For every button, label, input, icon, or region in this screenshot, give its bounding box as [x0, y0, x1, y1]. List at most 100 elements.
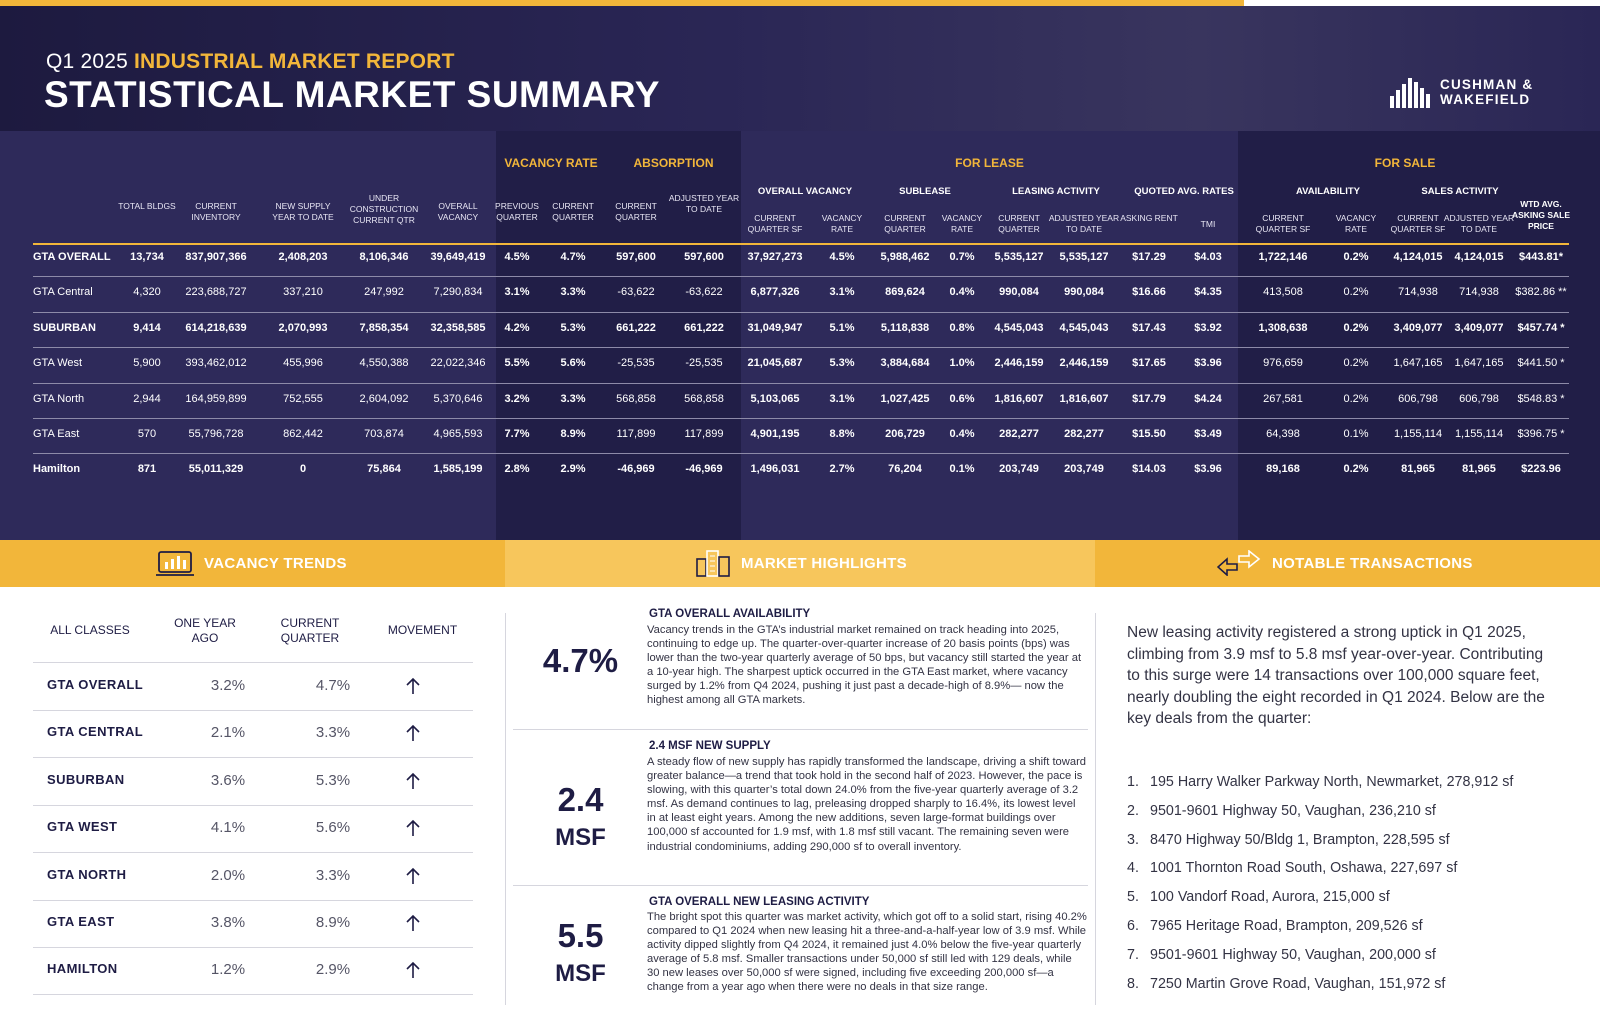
report-header: Q1 2025 INDUSTRIAL MARKET REPORT STATIST… [0, 6, 1600, 131]
column-header: ADJUSTED YEAR TO DATE [1048, 213, 1120, 234]
column-header: OVERALL VACANCY [437, 201, 479, 222]
row-divider [33, 347, 1569, 349]
column-band [1238, 131, 1600, 540]
table-cell: 2,604,092 [359, 392, 409, 405]
table-cell: 164,959,899 [185, 392, 247, 405]
table-cell: 4,124,015 [1454, 251, 1504, 263]
movement-header: MOVEMENT [387, 623, 458, 637]
table-cell: 703,874 [364, 428, 404, 440]
table-cell: $382.86 ** [1515, 286, 1567, 299]
transaction-number: 1. [1127, 774, 1139, 790]
group-header-vacancy-rate: VACANCY RATE [504, 156, 598, 170]
highlight-figure: 5.5 [557, 917, 604, 954]
top-accent-line [0, 0, 1244, 6]
column-header: PREVIOUS QUARTER [495, 201, 539, 222]
cushman-wakefield-logo: CUSHMAN & WAKEFIELD [1390, 72, 1560, 112]
table-cell: 31,049,947 [747, 321, 803, 334]
table-cell: 0.8% [949, 321, 975, 334]
transactions-intro: New leasing activity registered a strong… [1127, 624, 1545, 727]
table-cell: 55,011,329 [188, 463, 244, 476]
highlight-title: GTA OVERALL AVAILABILITY [649, 608, 811, 620]
table-cell: 0.1% [949, 463, 975, 476]
row-label-gta-west: GTA West [33, 357, 83, 370]
table-cell: $4.03 [1194, 251, 1222, 263]
subgroup-leasing-activity: LEASING ACTIVITY [1012, 186, 1100, 197]
table-cell: 990,084 [999, 286, 1039, 299]
table-cell: 1,647,165 [1393, 357, 1443, 370]
vt-market-name: GTA CENTRAL [47, 724, 144, 740]
notable-transactions-title: NOTABLE TRANSACTIONS [1272, 555, 1473, 572]
table-cell: 5,535,127 [994, 251, 1044, 263]
table-cell: $3.49 [1194, 428, 1222, 440]
row-label-gta-overall: GTA OVERALL [33, 251, 111, 263]
table-cell: 871 [137, 463, 157, 476]
table-cell: -63,622 [685, 286, 723, 299]
table-cell: 0.6% [949, 392, 975, 405]
transaction-text: 1001 Thornton Road South, Oshawa, 227,69… [1150, 860, 1458, 877]
table-cell: $15.50 [1132, 428, 1166, 440]
transaction-item: 6. 7965 Heritage Road, Brampton, 209,526 … [1127, 918, 1423, 934]
table-cell: 223,688,727 [185, 286, 247, 299]
table-cell: 5,118,838 [880, 321, 930, 334]
table-cell: 117,899 [684, 428, 724, 440]
table-cell: 81,965 [1401, 463, 1435, 476]
table-cell: 4,545,043 [994, 321, 1044, 334]
highlight-unit: MSF [555, 824, 606, 851]
transaction-number: 4. [1127, 860, 1139, 877]
table-cell: 7.7% [504, 428, 530, 440]
transaction-number: 8. [1127, 975, 1139, 992]
table-cell: 837,907,366 [185, 251, 247, 263]
transaction-item: 5. 100 Vandorf Road, Aurora, 215,000 sf [1127, 889, 1390, 905]
table-cell: $17.79 [1132, 392, 1166, 405]
table-cell: 3.2% [504, 392, 530, 405]
transaction-number: 2. [1127, 802, 1139, 819]
table-cell: 4.2% [504, 321, 530, 334]
page-title: STATISTICAL MARKET SUMMARY [44, 74, 660, 115]
table-cell: -25,535 [617, 357, 655, 370]
table-cell: 75,864 [367, 463, 401, 476]
column-header: CURRENT QUARTER [998, 213, 1040, 234]
table-cell: 8.8% [829, 428, 855, 440]
table-cell: $16.66 [1132, 286, 1166, 299]
table-cell: 4,965,593 [433, 428, 483, 440]
table-cell: 4,550,388 [359, 357, 409, 370]
table-cell: 5,535,127 [1059, 251, 1109, 263]
one-year-ago-header: ONE YEAR AGO [174, 616, 236, 645]
vacancy-trends-bar: VACANCY TRENDS [0, 540, 505, 587]
table-cell: 0.4% [949, 286, 975, 299]
table-cell: 117,899 [616, 428, 656, 440]
table-cell: $457.74 * [1517, 321, 1565, 334]
vt-current-quarter: 3.3% [315, 866, 351, 884]
vt-one-year-ago: 1.2% [210, 961, 246, 979]
table-cell: $443.81* [1518, 251, 1564, 263]
table-cell: 3,409,077 [1454, 321, 1504, 334]
table-cell: -63,622 [617, 286, 655, 299]
table-cell: 3.1% [829, 286, 855, 299]
table-cell: 0.7% [949, 251, 975, 263]
column-divider [505, 613, 506, 1005]
table-cell: 3,884,684 [880, 357, 930, 370]
highlight-body: A steady flow of new supply has rapidly … [647, 756, 1087, 853]
table-cell: 869,624 [885, 286, 925, 299]
vacancy-trend-row: GTA CENTRAL 2.1% 3.3% [33, 710, 473, 759]
table-cell: 1,027,425 [880, 392, 930, 405]
column-header: ADJUSTED YEAR TO DATE [1443, 213, 1515, 234]
group-header-absorption: ABSORPTION [633, 156, 714, 170]
table-cell: 8.9% [560, 428, 586, 440]
buildings-icon [696, 550, 730, 577]
column-header: ASKING RENT [1120, 213, 1178, 223]
transaction-number: 5. [1127, 889, 1139, 906]
transaction-item: 8. 7250 Martin Grove Road, Vaughan, 151,9… [1127, 976, 1445, 992]
table-cell: 2,446,159 [1059, 357, 1109, 370]
table-cell: $3.96 [1194, 463, 1222, 476]
vt-market-name: GTA OVERALL [47, 677, 144, 692]
up-arrow-icon [406, 820, 420, 837]
transaction-text: 195 Harry Walker Parkway North, Newmarke… [1150, 774, 1514, 790]
vt-one-year-ago: 2.0% [210, 866, 246, 884]
table-cell: 2.7% [829, 463, 855, 476]
table-cell: $4.24 [1194, 392, 1222, 405]
table-cell: 393,462,012 [185, 357, 247, 370]
vt-current-quarter: 3.3% [315, 724, 351, 742]
transaction-number: 6. [1127, 918, 1139, 934]
table-cell: 5.3% [560, 321, 586, 334]
